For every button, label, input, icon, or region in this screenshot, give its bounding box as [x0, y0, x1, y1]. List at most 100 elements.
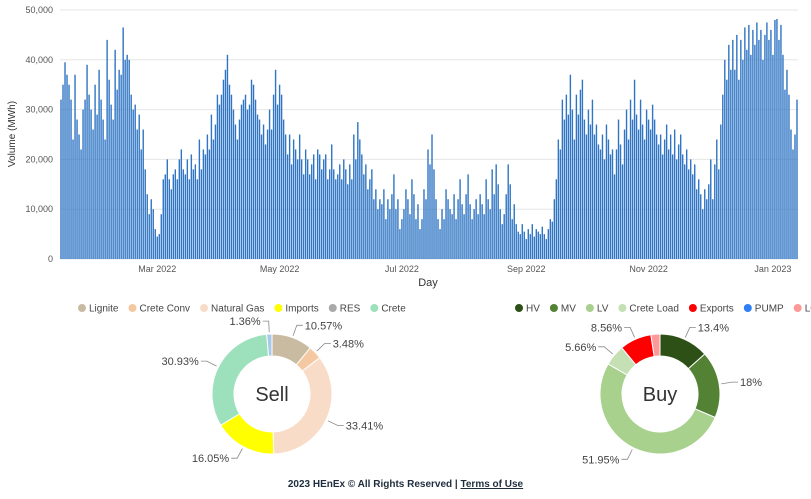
volume-bar [477, 214, 479, 259]
page-footer: 2023 HEnEx © All Rights Reserved | Terms… [0, 479, 811, 490]
terms-of-use-link[interactable]: Terms of Use [460, 479, 524, 490]
volume-bar [519, 234, 521, 259]
volume-bar [645, 109, 648, 259]
volume-bar [493, 194, 495, 259]
volume-bar [740, 39, 742, 259]
volume-bar [714, 164, 716, 259]
volume-bar [306, 159, 309, 259]
volume-bar [746, 49, 748, 260]
volume-bar [146, 194, 148, 259]
volume-bar [369, 179, 371, 259]
legend-marker [200, 304, 209, 312]
volume-bar [724, 59, 726, 259]
volume-bar [505, 194, 507, 259]
volume-bar [395, 209, 397, 259]
volume-bar [649, 129, 652, 259]
volume-bar [270, 129, 273, 259]
volume-bar [475, 199, 477, 259]
volume-bar [690, 159, 692, 259]
volume-bar [467, 174, 469, 259]
volume-bar [457, 199, 459, 259]
volume-bar [485, 179, 487, 259]
x-tick-label: Sep 2022 [507, 264, 546, 274]
legend-marker [274, 304, 283, 312]
volume-bar [68, 84, 70, 259]
volume-bar [619, 144, 622, 259]
volume-bar [453, 194, 455, 259]
volume-bar [559, 149, 562, 259]
volume-bar [389, 209, 391, 259]
volume-bar [671, 154, 674, 259]
volume-bar [417, 204, 419, 259]
volume-bar [264, 144, 267, 259]
label-leader-line [721, 381, 738, 385]
volume-bar [250, 79, 253, 259]
volume-bar [234, 124, 237, 259]
volume-bar [367, 189, 369, 259]
volume-bar [796, 99, 798, 259]
volume-bar [98, 69, 100, 259]
volume-bar [607, 139, 610, 259]
volume-bar [377, 209, 379, 259]
volume-bar [659, 134, 662, 259]
volume-bar [176, 179, 179, 259]
x-axis-label: Day [418, 277, 438, 289]
volume-bar [679, 134, 682, 259]
volume-bar [694, 164, 696, 259]
volume-bar [300, 159, 303, 259]
volume-bar [716, 139, 718, 259]
volume-bar [653, 119, 656, 259]
volume-bar [371, 169, 373, 259]
volume-bar [210, 114, 213, 259]
volume-bar [158, 234, 160, 259]
volume-bar [601, 134, 604, 259]
volume-bar [639, 99, 642, 259]
volume-bar [351, 179, 353, 259]
volume-bar [794, 134, 796, 259]
volume-bar [156, 236, 158, 259]
volume-bar [569, 74, 572, 260]
volume-bar [62, 84, 64, 259]
legend-marker [549, 304, 558, 312]
volume-bar [80, 149, 82, 259]
volume-bar [114, 49, 116, 260]
x-tick-label: Jan 2023 [754, 264, 791, 274]
volume-bar [180, 149, 183, 259]
volume-bar [192, 169, 195, 259]
volume-bar [108, 79, 110, 259]
volume-bar [696, 189, 698, 259]
legend-entry: HV [526, 304, 540, 315]
volume-bar [683, 164, 686, 259]
volume-bar [547, 229, 550, 259]
volume-bar [224, 69, 227, 259]
buy-donut-title: Buy [643, 384, 677, 406]
volume-bar [661, 154, 664, 259]
volume-bar [379, 199, 381, 259]
volume-bar [780, 24, 782, 259]
volume-bar [375, 189, 377, 259]
volume-bar [337, 174, 339, 259]
volume-bar [738, 79, 740, 259]
x-tick-label: Mar 2022 [138, 264, 176, 274]
volume-bar [483, 214, 485, 259]
volume-bar [256, 114, 259, 259]
volume-bar [162, 179, 164, 259]
volume-bar [633, 79, 636, 259]
x-tick-label: Jul 2022 [385, 264, 419, 274]
volume-bar [138, 114, 140, 259]
volume-bar [770, 29, 772, 260]
volume-bar [782, 54, 784, 259]
volume-bar [401, 219, 403, 259]
volume-bar [625, 109, 628, 259]
legend-entry: Exports [700, 304, 734, 315]
volume-bar [415, 219, 417, 259]
volume-bar [200, 169, 203, 259]
volume-bar [603, 159, 606, 259]
volume-bar [609, 154, 612, 259]
volume-bar [407, 199, 409, 259]
volume-bar [341, 179, 343, 259]
volume-bar [706, 199, 708, 259]
volume-bar [692, 174, 694, 259]
volume-bar [732, 39, 734, 259]
label-leader-line [231, 448, 243, 459]
